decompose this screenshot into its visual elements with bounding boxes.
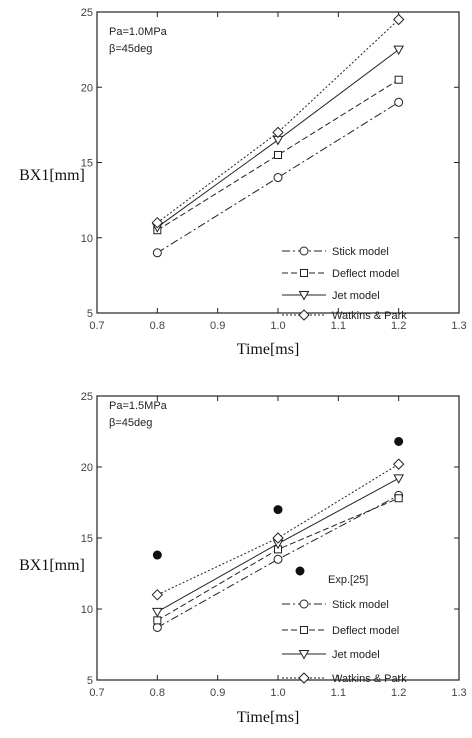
legend-symbol-circle (299, 246, 309, 256)
y-tick-label: 25 (81, 7, 93, 19)
legend-label: Stick model (332, 246, 389, 258)
x-tick-label: 1.0 (270, 687, 285, 699)
chart-bottom: 0.7 0.8 0.9 1.0 1.1 1.2 1.3 5 10 15 20 25 Time[ms] BX… (19, 391, 467, 726)
y-tick-label: 15 (81, 533, 93, 545)
chart-top: 0.7 0.8 0.9 1.0 1.1 1.2 1.3 5 10 15 20 25 Time[ms] BX… (19, 7, 467, 358)
legend-label: Watkins & Park (332, 310, 407, 322)
legend-symbol-circle (299, 599, 309, 609)
legend-label: Deflect model (332, 268, 399, 280)
x-tick-label: 0.9 (210, 320, 225, 332)
data-point-circle (273, 554, 283, 564)
x-tick-label: 0.9 (210, 687, 225, 699)
x-tick-label: 1.2 (391, 320, 406, 332)
experimental-point (273, 505, 283, 515)
x-axis-label: Time[ms] (237, 709, 300, 726)
condition-annotation: Pa=1.0MPa (109, 26, 168, 38)
data-point-diamond (272, 126, 284, 139)
x-tick-label: 1.0 (270, 320, 285, 332)
data-point-circle (273, 173, 283, 183)
y-tick-label: 20 (81, 82, 93, 94)
data-point-diamond (272, 532, 284, 544)
legend-symbol-diamond (298, 672, 310, 684)
series-line-deflect-model (157, 79, 399, 231)
data-point-square (274, 150, 282, 159)
data-point-diamond (151, 216, 164, 229)
data-point-diamond (151, 589, 164, 601)
y-tick-label: 20 (81, 462, 93, 474)
data-point-circle (152, 248, 162, 258)
x-tick-label: 1.2 (391, 687, 406, 699)
experimental-point (152, 550, 162, 560)
legend-symbol-diamond (298, 309, 310, 321)
data-point-triangle-down (393, 474, 405, 484)
data-point-square (394, 75, 403, 84)
y-tick-label: 25 (81, 391, 93, 403)
data-point-square (153, 616, 162, 625)
x-tick-label: 1.3 (451, 320, 466, 332)
legend-label: Stick model (332, 599, 389, 611)
series-line-stick-model (157, 494, 399, 628)
data-point-triangle-down (393, 45, 405, 56)
y-axis-label: BX1[mm] (19, 557, 85, 574)
data-point-circle (394, 97, 404, 107)
legend-label: Watkins & Park (332, 673, 407, 685)
x-tick-label: 1.1 (331, 320, 346, 332)
x-tick-label: 0.8 (150, 687, 165, 699)
x-tick-label: 1.3 (451, 687, 466, 699)
x-axis-label: Time[ms] (237, 341, 300, 358)
legend-label: Jet model (332, 290, 380, 302)
data-point-circle (152, 622, 162, 632)
y-axis-label: BX1[mm] (19, 167, 85, 184)
y-tick-label: 5 (87, 308, 93, 320)
y-tick-label: 10 (81, 233, 93, 245)
legend-label: Jet model (332, 649, 380, 661)
y-tick-label: 5 (87, 675, 93, 687)
y-tick-label: 15 (81, 158, 93, 170)
data-point-diamond (392, 458, 405, 470)
legend-symbol-triangle-down (298, 291, 310, 301)
condition-annotation: Pa=1.5MPa (109, 400, 168, 412)
x-tick-label: 0.7 (89, 320, 104, 332)
legend-symbol-square (300, 269, 308, 277)
condition-annotation: β=45deg (109, 43, 152, 55)
data-point-diamond (392, 13, 405, 26)
legend-symbol-square (300, 626, 308, 634)
legend-label: Deflect model (332, 625, 399, 637)
legend-symbol-experiment (295, 566, 305, 576)
plot-frame (96, 11, 460, 314)
legend-label-experiment: Exp.[25] (328, 574, 368, 586)
legend-symbol-triangle-down (298, 650, 310, 660)
y-tick-label: 10 (81, 604, 93, 616)
condition-annotation: β=45deg (109, 417, 152, 429)
series-line-watkins-park (157, 19, 400, 224)
data-point-triangle-down (151, 607, 163, 618)
x-tick-label: 0.8 (150, 320, 165, 332)
x-tick-label: 0.7 (89, 687, 104, 699)
x-tick-label: 1.1 (331, 687, 346, 699)
experimental-point (394, 436, 404, 446)
data-point-square (394, 494, 403, 503)
